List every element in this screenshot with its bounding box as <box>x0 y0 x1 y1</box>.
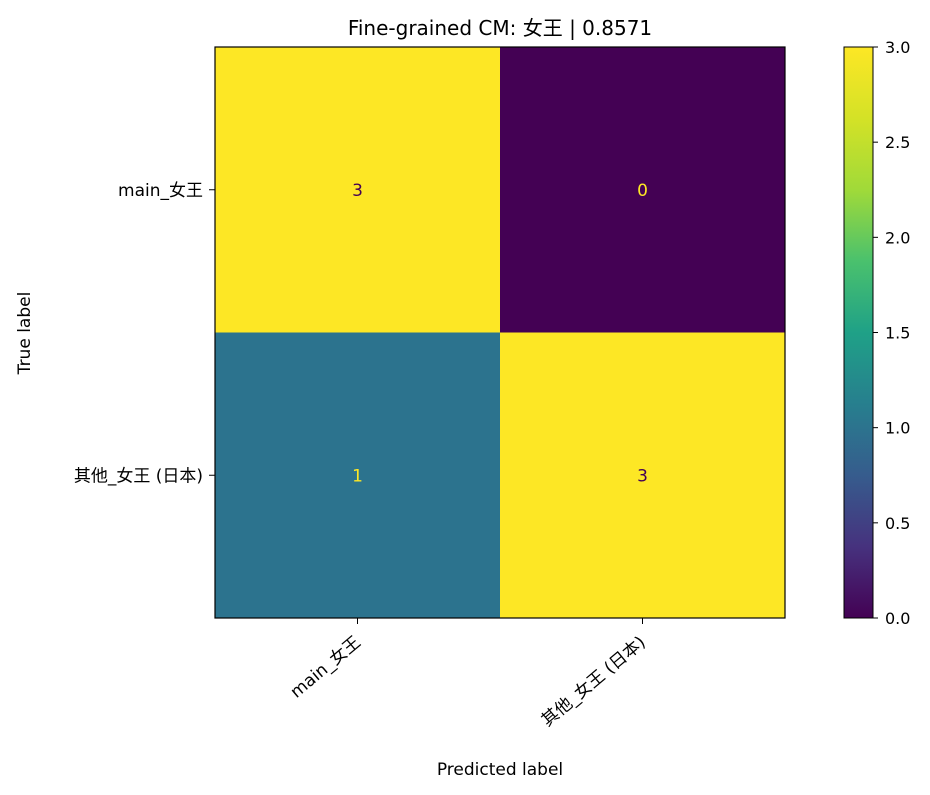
colorbar-tick-label: 3.0 <box>885 38 910 57</box>
colorbar-tick-label: 0.0 <box>885 609 910 628</box>
cell-value-label: 1 <box>352 466 363 486</box>
x-axis-ticks: main_女王 其他_女王 (日本) <box>287 618 650 731</box>
heatmap-cell-0-1 <box>500 47 785 333</box>
colorbar-ticks: 0.0 0.5 1.0 1.5 2.0 2.5 3.0 <box>873 38 910 628</box>
heatmap-cells: 3 0 1 3 <box>215 47 785 618</box>
colorbar-tick-label: 1.5 <box>885 324 910 343</box>
colorbar-tick-label: 0.5 <box>885 514 910 533</box>
y-axis-label: True label <box>15 292 35 376</box>
plot-frame <box>214 46 786 619</box>
colorbar <box>844 47 873 618</box>
colorbar-tick-label: 2.5 <box>885 133 910 152</box>
y-tick-label: main_女王 <box>118 181 203 201</box>
cell-value-label: 3 <box>352 181 363 201</box>
y-tick-label: 其他_女王 (日本) <box>74 466 203 486</box>
cell-value-label: 0 <box>637 181 648 201</box>
x-axis-label: Predicted label <box>437 760 563 780</box>
x-tick-label: main_女王 <box>287 633 365 703</box>
heatmap-cell-1-0 <box>215 332 500 618</box>
chart-title: Fine-grained CM: 女王 | 0.8571 <box>348 16 652 40</box>
heatmap-cell-1-1 <box>500 332 785 618</box>
heatmap-cell-0-0 <box>215 47 500 333</box>
colorbar-tick-label: 1.0 <box>885 419 910 438</box>
cell-value-label: 3 <box>637 466 648 486</box>
x-tick-label: 其他_女王 (日本) <box>538 633 650 731</box>
colorbar-tick-label: 2.0 <box>885 228 910 247</box>
